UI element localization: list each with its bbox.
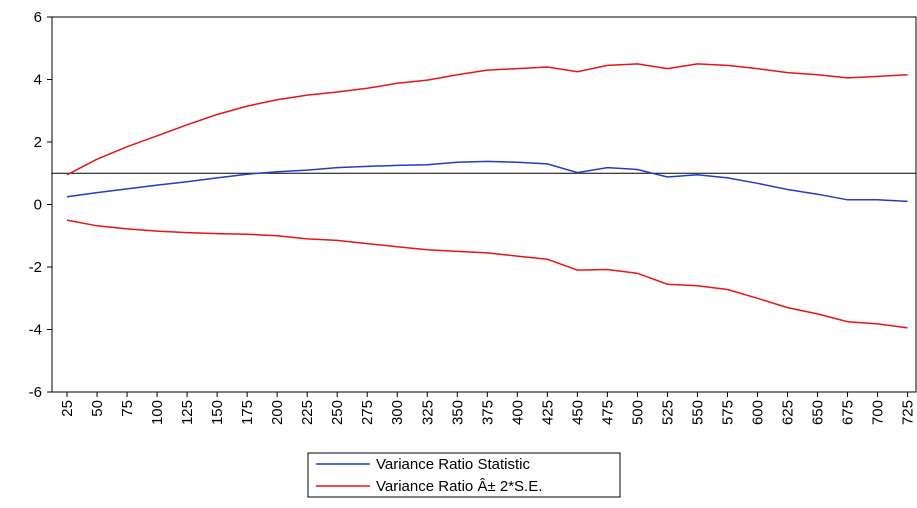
x-tick-label: 625 <box>780 400 797 425</box>
x-tick-label: 200 <box>269 400 286 425</box>
x-tick-label: 500 <box>629 400 646 425</box>
x-tick-label: 650 <box>810 400 827 425</box>
x-tick-label: 375 <box>479 400 496 425</box>
x-tick-label: 550 <box>689 400 706 425</box>
y-tick-label: 0 <box>34 197 42 214</box>
y-tick-label: 4 <box>34 72 42 89</box>
y-tick-label: 2 <box>34 134 42 151</box>
x-tick-label: 25 <box>59 400 76 417</box>
x-tick-label: 675 <box>840 400 857 425</box>
x-tick-label: 150 <box>209 400 226 425</box>
x-tick-label: 225 <box>299 400 316 425</box>
y-tick-label: -4 <box>29 322 42 339</box>
x-tick-label: 275 <box>359 400 376 425</box>
x-tick-label: 175 <box>239 400 256 425</box>
x-tick-label: 50 <box>89 400 106 417</box>
y-tick-label: 6 <box>34 9 42 26</box>
x-tick-label: 325 <box>419 400 436 425</box>
x-tick-label: 575 <box>719 400 736 425</box>
data-line <box>66 219 908 329</box>
legend-label: Variance Ratio Â± 2*S.E. <box>376 478 542 495</box>
x-tick-label: 425 <box>539 400 556 425</box>
x-tick-label: 600 <box>749 400 766 425</box>
x-tick-label: 75 <box>119 400 136 417</box>
x-tick-label: 400 <box>509 400 526 425</box>
x-tick-label: 525 <box>659 400 676 425</box>
x-tick-label: 725 <box>900 400 917 425</box>
x-tick-label: 100 <box>149 400 166 425</box>
x-tick-label: 125 <box>179 400 196 425</box>
x-tick-label: 300 <box>389 400 406 425</box>
x-tick-label: 700 <box>870 400 887 425</box>
x-tick-label: 250 <box>329 400 346 425</box>
x-tick-label: 450 <box>569 400 586 425</box>
data-line <box>66 63 908 176</box>
data-line <box>66 160 908 203</box>
y-tick-label: -6 <box>29 384 42 401</box>
legend-box <box>307 452 621 498</box>
legend-label: Variance Ratio Statistic <box>376 456 530 473</box>
x-tick-label: 350 <box>449 400 466 425</box>
x-tick-label: 475 <box>599 400 616 425</box>
y-tick-label: -2 <box>29 259 42 276</box>
